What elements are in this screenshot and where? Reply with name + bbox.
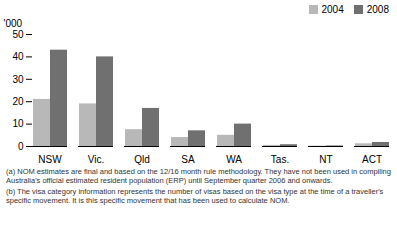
svg-text:Qld: Qld [134, 154, 150, 165]
svg-text:ACT: ACT [362, 154, 382, 165]
svg-text:20: 20 [12, 96, 24, 107]
svg-text:40: 40 [12, 51, 24, 62]
svg-text:NSW: NSW [38, 154, 62, 165]
svg-text:30: 30 [12, 74, 24, 85]
svg-text:'000: '000 [4, 18, 23, 29]
svg-text:Vic.: Vic. [88, 154, 105, 165]
svg-text:WA: WA [226, 154, 242, 165]
svg-text:SA: SA [181, 154, 195, 165]
html-text:2008: 2008 [366, 4, 389, 15]
svg-text:0: 0 [18, 141, 24, 152]
svg-text:50: 50 [12, 29, 24, 40]
svg-text:Tas.: Tas. [271, 154, 289, 165]
html-text:(b) The visa category informat: (b) The visa category information repres… [6, 187, 384, 205]
html-text:(a) NOM estimates are final an: (a) NOM estimates are final and based on… [6, 167, 391, 185]
svg-text:NT: NT [319, 154, 332, 165]
html-text:2004: 2004 [321, 4, 344, 15]
svg-text:10: 10 [12, 118, 24, 129]
